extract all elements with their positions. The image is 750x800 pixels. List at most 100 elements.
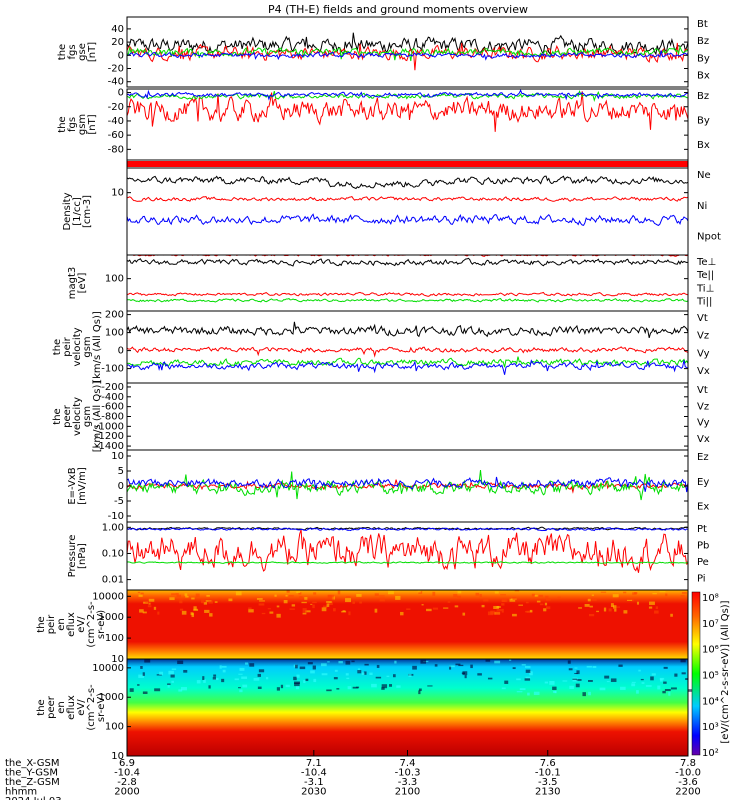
ylabel-peer_eflux: the peer en eflux eV/(cm^2-s-sr-eV) bbox=[36, 684, 107, 731]
ylabel-line: the bbox=[52, 339, 63, 355]
spectrogram-pixel bbox=[330, 596, 334, 600]
spectrogram-pixel bbox=[434, 664, 438, 667]
legend-Vx: Vx bbox=[697, 366, 710, 377]
spectrogram-pixel bbox=[576, 670, 580, 675]
spectrogram-pixel bbox=[636, 690, 639, 694]
ylabel-line: velocity bbox=[72, 327, 83, 366]
panel-fgs_gsm: the fgs gsm [nT] 0 -20 -40 -60 -80 Bz By Bx bbox=[57, 88, 710, 161]
spectrogram-pixel bbox=[589, 613, 595, 617]
spectrogram-pixel bbox=[139, 609, 144, 613]
series-line-Te|| bbox=[127, 257, 688, 267]
spectrogram-pixel bbox=[352, 601, 355, 604]
spectrogram-pixel bbox=[427, 685, 433, 687]
ylabel-line: gsm bbox=[77, 114, 88, 135]
spectrogram-pixel bbox=[248, 607, 252, 609]
spectrogram-pixel bbox=[504, 680, 509, 684]
panel-temperature: magt3 [eV] 100 Te⊥ Te|| Ti⊥ Ti|| bbox=[67, 254, 716, 312]
ylabel-line: (cm^2-s- bbox=[86, 601, 97, 648]
spectrogram-pixel bbox=[302, 608, 307, 612]
spectrogram-pixel bbox=[142, 672, 145, 676]
spectrogram-pixel bbox=[147, 605, 152, 608]
series-line-By bbox=[127, 45, 688, 62]
legend-Npot: Npot bbox=[697, 232, 721, 243]
spectrogram-pixel bbox=[417, 590, 421, 593]
spectrogram-pixel bbox=[352, 686, 359, 689]
series-group bbox=[127, 526, 688, 573]
spectrogram-pixel bbox=[334, 669, 338, 672]
spectrogram-pixel bbox=[447, 601, 451, 603]
spectrogram-pixel bbox=[140, 592, 144, 595]
spectrogram-pixel bbox=[295, 685, 300, 690]
spectrogram-pixel bbox=[432, 607, 439, 610]
panel-peer_eflux: the peer en eflux eV/(cm^2-s-sr-eV) 10000 1000… bbox=[36, 658, 693, 762]
spectrogram-texture bbox=[137, 590, 687, 618]
ylabel-line: sr-eV) bbox=[96, 610, 107, 639]
spectrogram-pixel bbox=[608, 608, 612, 612]
spectrogram-pixel bbox=[148, 603, 151, 605]
spectrogram-pixel bbox=[219, 665, 222, 669]
spectrogram-pixel bbox=[345, 673, 349, 676]
ylabel-line: magt3 bbox=[67, 267, 78, 300]
spectrogram-pixel bbox=[321, 673, 328, 676]
spectrogram-pixel bbox=[179, 608, 184, 611]
xaxis-value: 2200 bbox=[675, 787, 700, 798]
spectrogram-pixel bbox=[327, 661, 330, 663]
spectrogram-pixel bbox=[286, 590, 290, 593]
panel-frame bbox=[126, 88, 689, 161]
ylabel-peir_eflux: the peir en eflux eV/(cm^2-s-sr-eV) bbox=[36, 601, 107, 648]
spectrogram-pixel bbox=[388, 590, 394, 595]
spectrogram-pixel bbox=[209, 613, 213, 617]
spectrogram-pixel bbox=[359, 601, 362, 604]
ylabel-density: Density [1/cc] [cm-3] bbox=[62, 192, 93, 230]
spectrogram-pixel bbox=[213, 674, 217, 677]
spectrogram-pixel bbox=[154, 688, 161, 692]
spectrogram-pixel bbox=[475, 592, 480, 596]
spectrogram-pixel bbox=[599, 687, 606, 691]
spectrogram-pixel bbox=[328, 601, 333, 606]
xaxis-value: -3.6 bbox=[678, 777, 698, 788]
spectrogram-pixel bbox=[181, 687, 187, 691]
spectrogram-pixel bbox=[379, 597, 385, 602]
spectrogram-pixel bbox=[659, 590, 666, 593]
legend-Vx: Vx bbox=[697, 434, 710, 445]
panel-frame bbox=[126, 382, 689, 451]
xaxis-value: 7.4 bbox=[400, 758, 416, 769]
spectrogram-pixel bbox=[481, 604, 485, 608]
spectrogram-pixel bbox=[234, 678, 239, 681]
panel-pressure: Pressure [nPa] 1.00 0.10 0.01 Pt Pb Pe Pi bbox=[67, 521, 709, 591]
spectrogram-pixel bbox=[176, 594, 182, 598]
ytick-label: 10000 bbox=[92, 663, 124, 674]
spectrogram-pixel bbox=[276, 605, 280, 608]
spectrogram-pixel bbox=[181, 610, 187, 615]
spectrogram-pixel bbox=[426, 608, 432, 612]
spectrogram-pixel bbox=[202, 676, 205, 680]
spectrogram-pixel bbox=[371, 683, 377, 688]
ylabel-line: eV/ bbox=[76, 699, 87, 716]
xaxis-value: -10.4 bbox=[301, 768, 327, 779]
series-line-Pi bbox=[127, 527, 688, 532]
spectrogram-pixel bbox=[668, 691, 671, 696]
spectrogram-pixel bbox=[620, 686, 626, 690]
spectrogram-pixel bbox=[487, 677, 493, 680]
xaxis-row-label: the_Z-GSM bbox=[5, 777, 60, 788]
series-line-Ni bbox=[127, 175, 688, 190]
legend-Te||: Te|| bbox=[696, 270, 714, 281]
ytick-label: 20 bbox=[111, 37, 124, 48]
ylabel-line: [nT] bbox=[87, 114, 98, 134]
spectrogram-pixel bbox=[326, 689, 332, 692]
spectrogram-pixel bbox=[298, 592, 302, 595]
spectrogram-pixel bbox=[249, 663, 255, 667]
spectrogram-pixel bbox=[337, 590, 341, 595]
spectrogram-pixel bbox=[280, 684, 284, 689]
spectrogram-pixel bbox=[494, 591, 499, 594]
spectrogram-pixel bbox=[543, 608, 547, 612]
legend-Vz: Vz bbox=[697, 331, 709, 342]
spectrogram-pixel bbox=[461, 672, 465, 675]
spectrogram-pixel bbox=[660, 678, 663, 682]
spectrogram-pixel bbox=[178, 689, 183, 692]
spectrogram-pixel bbox=[614, 608, 617, 612]
spectrogram-pixel bbox=[208, 600, 213, 604]
spectrogram-pixel bbox=[509, 598, 516, 602]
spectrogram-pixel bbox=[544, 681, 549, 684]
spectrogram-pixel bbox=[574, 672, 578, 675]
